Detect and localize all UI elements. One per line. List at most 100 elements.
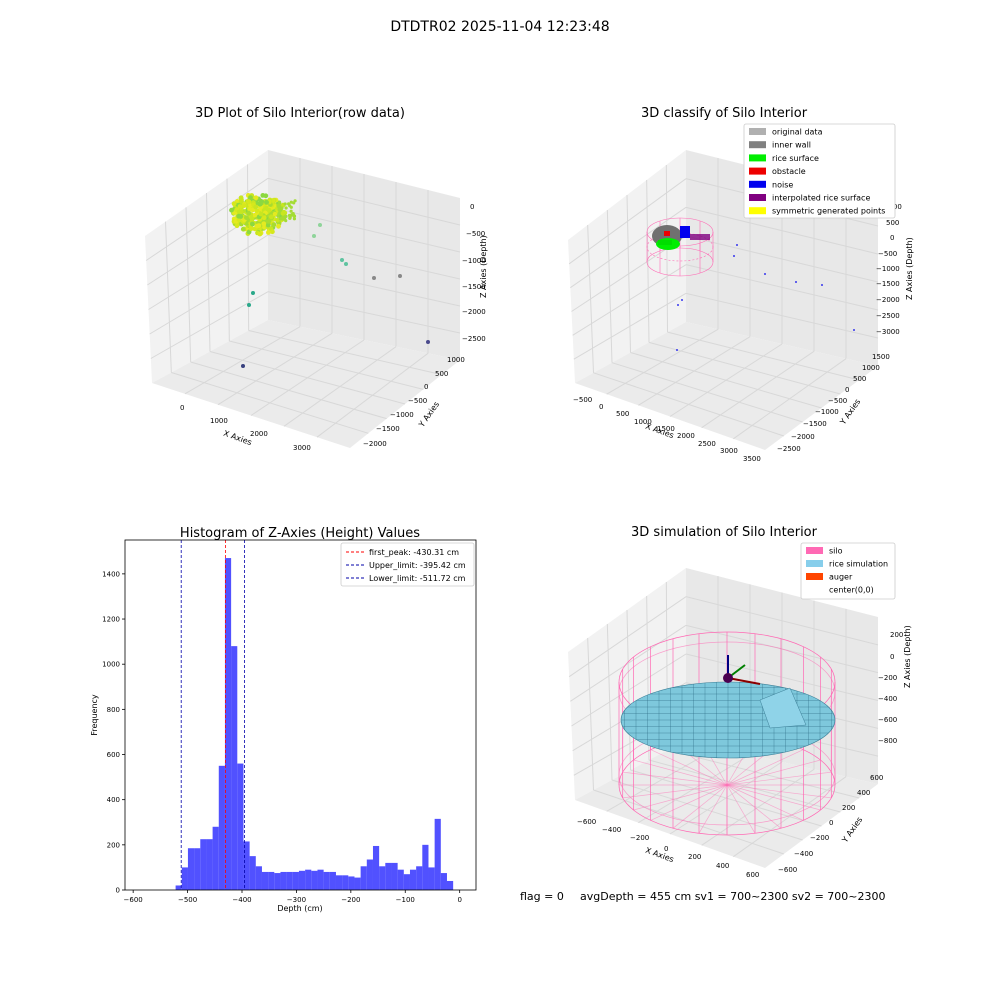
simulation-z-tick: 200 (890, 631, 903, 639)
raw-outlier-point (344, 262, 348, 266)
raw-y-tick: 0 (424, 383, 428, 391)
simulation-legend: silo rice simulation auger center(0,0) (800, 542, 896, 600)
histogram-legend-label: Upper_limit: -395.42 cm (369, 561, 466, 570)
classify-noise-point (764, 273, 766, 275)
histogram-bar (194, 848, 201, 890)
histogram-y-tick: 0 (116, 887, 120, 895)
histogram-bar (243, 841, 250, 890)
raw-y-tick: 1000 (447, 356, 465, 364)
raw-cluster-point (270, 229, 275, 235)
classify-x-tick: 0 (599, 403, 603, 411)
simulation-x-tick: −400 (602, 826, 621, 834)
classify-z-tick: −1500 (876, 280, 900, 288)
classify-noise-points (676, 244, 855, 351)
histogram-bar (181, 867, 188, 890)
classify-legend-swatch (749, 167, 766, 175)
simulation-z-tick: −400 (878, 695, 897, 703)
classify-z-tick: −500 (878, 250, 897, 258)
histogram-bar (434, 818, 441, 890)
raw-y-tick: −500 (408, 397, 427, 405)
histogram-bar (249, 856, 256, 890)
histogram-bar (255, 866, 262, 890)
raw-x-tick: 0 (180, 404, 184, 412)
raw-points (229, 193, 430, 368)
simulation-legend-label: center(0,0) (829, 586, 874, 595)
simulation-title: 3D simulation of Silo Interior (631, 525, 818, 540)
histogram-y-tick: 1000 (102, 661, 120, 669)
raw-cluster-point (238, 199, 244, 204)
classify-legend-swatch (749, 180, 766, 188)
histogram-bar (224, 558, 232, 890)
raw-z-tick: 0 (470, 203, 474, 211)
raw-y-tick: −1500 (376, 425, 400, 433)
raw-cluster-point (292, 217, 296, 221)
simulation-z-label: Z Axies (Depth) (903, 625, 912, 688)
raw-cluster-point (293, 199, 297, 203)
histogram-bar (354, 877, 361, 890)
histogram-y-ticks: 0 200 400 600 800 1000 1200 1400 (102, 570, 125, 895)
classify-z-label: Z Axies (Depth) (905, 237, 914, 300)
simulation-x-ticks: −600 −400 −200 0 200 400 600 (577, 818, 759, 879)
raw-cluster-point (278, 217, 283, 221)
histogram-bar (446, 880, 454, 890)
classify-legend: original data inner wall rice surface obsta… (743, 123, 896, 219)
simulation-x-tick: 400 (716, 862, 729, 870)
raw-cluster-point (287, 202, 291, 206)
classify-noise-point (733, 255, 735, 257)
simulation-y-tick: 0 (829, 819, 833, 827)
raw-cluster-point (264, 200, 269, 205)
footer-flag: flag = 0 (520, 890, 564, 903)
classify-legend-label: original data (772, 128, 823, 137)
raw-cluster-point (229, 207, 234, 213)
raw-cluster-point (256, 223, 262, 229)
raw-z-tick: −1500 (462, 283, 486, 291)
raw-z-tick: −2000 (462, 308, 486, 316)
histogram-bar (311, 870, 318, 890)
histogram-bar (342, 875, 349, 890)
raw-x-ticks: 0 1000 2000 3000 (180, 404, 311, 452)
classify-x-tick: 3500 (743, 455, 761, 463)
classify-legend-label: symmetric generated points (772, 207, 885, 216)
raw-y-ticks: 1000 500 0 −500 −1000 −1500 −2000 (363, 356, 465, 448)
simulation-z-ticks: 200 0 −200 −400 −600 −800 (878, 631, 903, 745)
raw-cluster-point (278, 209, 282, 213)
classify-z-tick: 0 (890, 234, 894, 242)
raw-cluster-point (280, 206, 284, 210)
classify-noise-point (736, 244, 738, 246)
classify-y-tick: 1000 (862, 364, 880, 372)
simulation-x-tick: 200 (688, 853, 701, 861)
classify-z-tick: −1000 (876, 265, 900, 273)
raw-outlier-point (340, 258, 344, 262)
raw-3d-box (145, 150, 461, 448)
histogram-reference-lines (180, 540, 245, 890)
simulation-y-tick: −600 (778, 866, 797, 874)
histogram-bar (280, 871, 287, 890)
classify-y-tick: 500 (853, 375, 866, 383)
raw-cluster-point (276, 203, 282, 209)
panel-histogram: Histogram of Z-Axies (Height) Values −60… (90, 526, 477, 913)
panel-raw-title: 3D Plot of Silo Interior(row data) (195, 106, 405, 121)
panel-classify-title: 3D classify of Silo Interior (641, 106, 808, 121)
classify-legend-swatch (749, 154, 766, 162)
simulation-z-tick: −600 (878, 716, 897, 724)
raw-outlier-point (251, 291, 255, 295)
classify-noise-point (681, 299, 683, 301)
raw-cluster-point (248, 195, 253, 201)
classify-x-tick: 1500 (657, 425, 675, 433)
histogram-bar (261, 871, 269, 890)
raw-z-tick: −2500 (462, 335, 486, 343)
raw-cluster-point (283, 202, 287, 206)
raw-cluster-point (258, 201, 263, 207)
histogram-bar (409, 869, 417, 890)
raw-y-tick: −2000 (363, 440, 387, 448)
raw-cluster-point (292, 213, 296, 217)
simulation-x-tick: −600 (577, 818, 596, 826)
raw-cluster-point (240, 226, 246, 232)
raw-cluster-point (250, 221, 255, 227)
histogram-bar (200, 839, 207, 890)
histogram-x-tick: −100 (396, 896, 415, 904)
classify-x-ticks: −500 0 500 1000 1500 2000 2500 3000 3500 (573, 396, 761, 463)
raw-cluster-point (284, 206, 288, 210)
raw-cluster-point (288, 216, 292, 220)
classify-noise-point (676, 349, 678, 351)
